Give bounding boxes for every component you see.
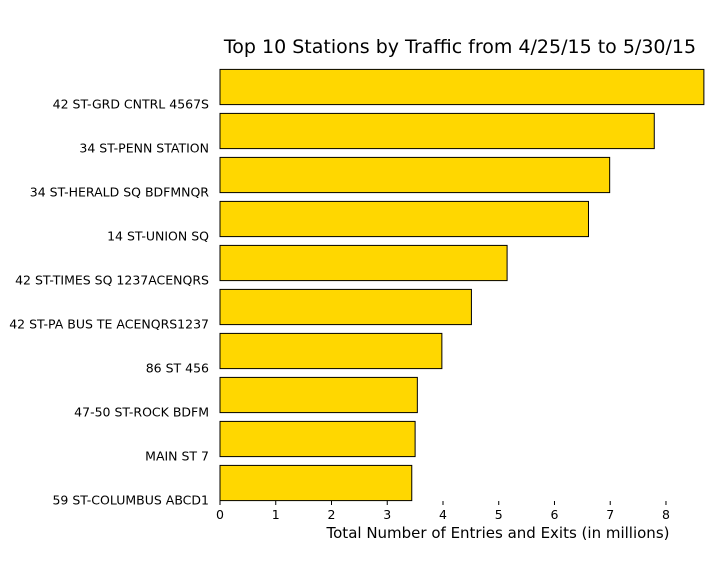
x-tick-label: 0 <box>216 507 224 522</box>
bar <box>219 68 705 106</box>
bar <box>219 332 443 370</box>
category-label: 42 ST-PA BUS TE ACENQRS1237 <box>9 317 209 332</box>
bar <box>219 464 413 502</box>
bar <box>219 156 611 194</box>
bars-group <box>219 68 705 502</box>
chart-title: Top 10 Stations by Traffic from 4/25/15 … <box>223 36 696 58</box>
category-label: 34 ST-PENN STATION <box>79 141 209 156</box>
bar <box>219 288 472 326</box>
x-tick-label: 6 <box>551 507 559 522</box>
bar <box>219 200 589 238</box>
category-labels: 42 ST-GRD CNTRL 4567S 34 ST-PENN STATION 3… <box>9 97 209 508</box>
x-tick-label: 7 <box>606 507 614 522</box>
category-label: 59 ST-COLUMBUS ABCD1 <box>52 493 209 508</box>
x-tick-label: 2 <box>328 507 336 522</box>
category-label: 42 ST-TIMES SQ 1237ACENQRS <box>15 273 209 288</box>
x-axis-label: Total Number of Entries and Exits (in mi… <box>326 524 670 542</box>
bar <box>219 112 655 150</box>
bar <box>219 420 416 458</box>
category-label: 34 ST-HERALD SQ BDFMNQR <box>30 185 210 200</box>
bar <box>219 376 418 414</box>
category-label: 47-50 ST-ROCK BDFM <box>74 405 209 420</box>
x-tick-label: 8 <box>662 507 670 522</box>
x-tick-label: 3 <box>383 507 391 522</box>
category-label: MAIN ST 7 <box>145 449 209 464</box>
x-axis: 0 1 2 3 4 5 6 7 8 <box>216 501 670 522</box>
x-tick-label: 5 <box>495 507 503 522</box>
category-label: 14 ST-UNION SQ <box>107 229 209 244</box>
bar <box>219 244 508 282</box>
x-tick-label: 1 <box>272 507 280 522</box>
x-tick-label: 4 <box>439 507 447 522</box>
category-label: 42 ST-GRD CNTRL 4567S <box>53 97 209 112</box>
category-label: 86 ST 456 <box>146 361 209 376</box>
